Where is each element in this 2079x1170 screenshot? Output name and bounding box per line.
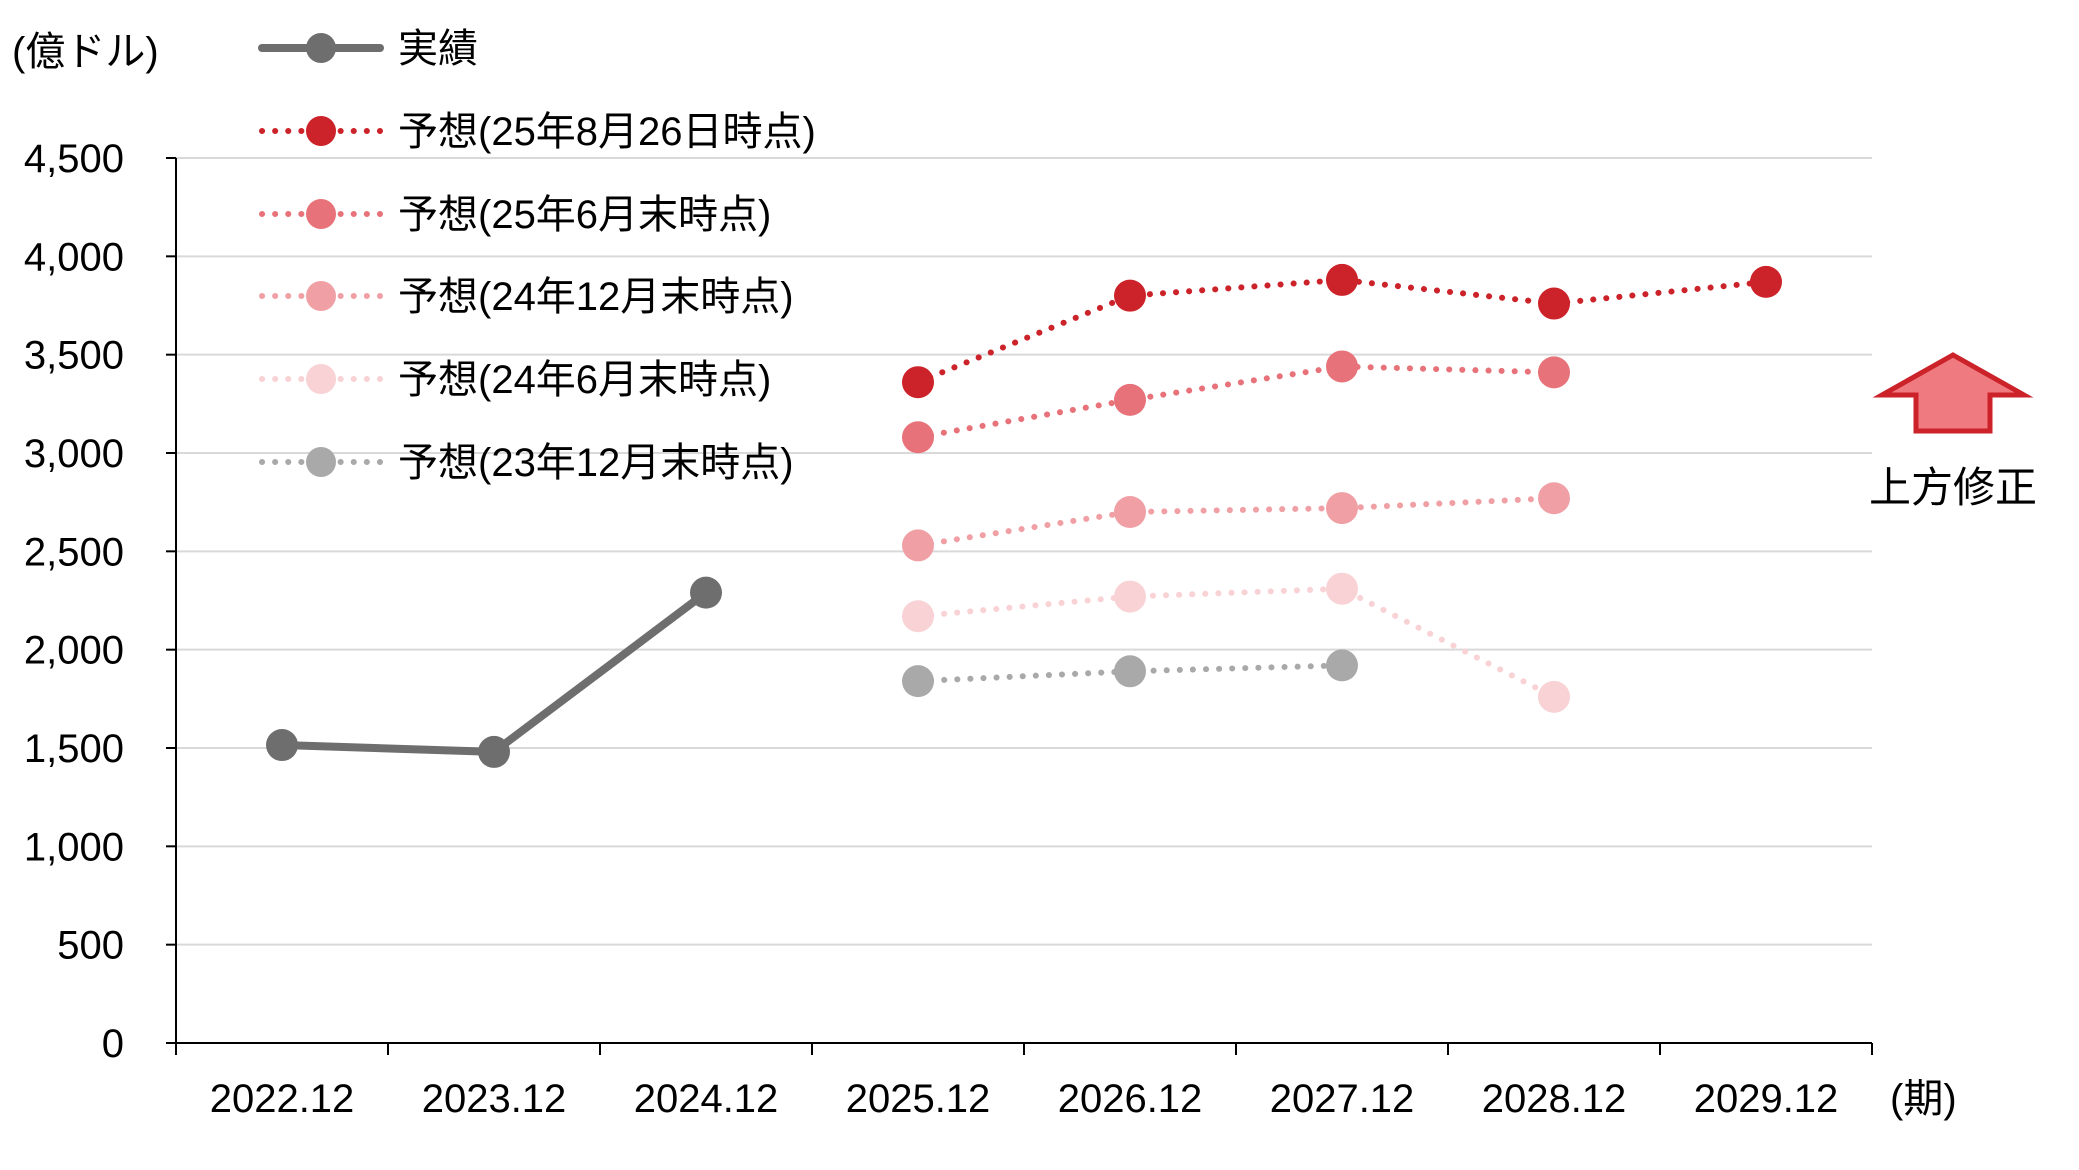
- y-tick-label: 500: [57, 924, 124, 968]
- series-line: [915, 495, 1557, 549]
- data-point: [902, 366, 934, 399]
- series-line: [915, 585, 1557, 700]
- x-tick-label: 2027.12: [1270, 1077, 1415, 1121]
- legend-marker: [306, 33, 336, 63]
- y-tick-label: 0: [102, 1022, 124, 1066]
- legend-item: 予想(23年12月末時点): [259, 441, 794, 485]
- data-point: [1326, 649, 1358, 682]
- data-point: [1114, 383, 1146, 416]
- x-tick-label: 2026.12: [1058, 1077, 1203, 1121]
- legend-marker: [306, 199, 336, 229]
- data-point: [902, 665, 934, 698]
- data-point: [1326, 492, 1358, 525]
- legend-marker: [306, 364, 336, 394]
- data-point: [1114, 580, 1146, 613]
- data-point: [1114, 655, 1146, 688]
- legend-item: 予想(24年12月末時点): [259, 275, 794, 319]
- series: [902, 263, 1782, 399]
- y-tick-label: 3,000: [24, 432, 124, 476]
- y-tick-label: 4,500: [24, 137, 124, 181]
- data-point: [902, 529, 934, 562]
- data-point: [690, 576, 722, 609]
- legend-item: 予想(24年6月末時点): [259, 358, 771, 402]
- legend-label: 予想(25年6月末時点): [398, 193, 771, 237]
- series-layer: [266, 263, 1782, 768]
- series: [902, 649, 1358, 698]
- y-tick-label: 3,500: [24, 334, 124, 378]
- data-point: [1326, 350, 1358, 383]
- series: [902, 482, 1570, 562]
- data-point: [478, 735, 510, 768]
- y-tick-label: 4,000: [24, 235, 124, 279]
- series-line: [915, 363, 1557, 441]
- y-unit-label: (億ドル): [12, 30, 159, 74]
- data-point: [1538, 680, 1570, 713]
- legend-item: 予想(25年8月26日時点): [259, 110, 816, 154]
- data-point: [1114, 279, 1146, 312]
- y-tick-label: 1,000: [24, 825, 124, 869]
- data-point: [1538, 482, 1570, 515]
- data-point: [1538, 287, 1570, 320]
- data-point: [902, 421, 934, 454]
- x-tick-label: 2023.12: [422, 1077, 567, 1121]
- annotation-label: 上方修正: [1869, 464, 2037, 511]
- y-tick-label: 2,000: [24, 629, 124, 673]
- legend-label: 予想(23年12月末時点): [398, 441, 794, 485]
- up-arrow-icon: [1872, 352, 2034, 434]
- x-tick-label: 2022.12: [210, 1077, 355, 1121]
- legend-marker: [306, 281, 336, 311]
- annotation: 上方修正: [1869, 352, 2037, 511]
- y-tick-label: 1,500: [24, 727, 124, 771]
- legend-item: 予想(25年6月末時点): [259, 193, 771, 237]
- series: [266, 576, 722, 768]
- x-tick-label: 2025.12: [846, 1077, 991, 1121]
- x-tick-label: 2028.12: [1482, 1077, 1627, 1121]
- legend-item: 実績: [258, 27, 478, 71]
- data-point: [1326, 263, 1358, 296]
- data-point: [1538, 356, 1570, 389]
- x-tick-label: 2024.12: [634, 1077, 779, 1121]
- data-point: [1326, 572, 1358, 605]
- axes: 0 500 1,000 1,500 2,000 2,500 3,000 3,500 4,000 4…: [12, 30, 1957, 1121]
- legend-label: 予想(25年8月26日時点): [398, 110, 816, 154]
- legend-marker: [306, 447, 336, 477]
- x-unit-label: (期): [1890, 1077, 1957, 1121]
- x-tick-label: 2029.12: [1694, 1077, 1839, 1121]
- data-point: [902, 600, 934, 633]
- legend-label: 予想(24年6月末時点): [398, 358, 771, 402]
- data-point: [266, 729, 298, 762]
- data-point: [1750, 265, 1782, 298]
- series: [902, 350, 1570, 454]
- legend-marker: [306, 116, 336, 146]
- data-point: [1114, 496, 1146, 528]
- legend-label: 実績: [398, 27, 478, 71]
- series: [902, 572, 1570, 713]
- legend-label: 予想(24年12月末時点): [398, 275, 794, 319]
- y-tick-label: 2,500: [24, 530, 124, 574]
- series-line: [278, 588, 710, 756]
